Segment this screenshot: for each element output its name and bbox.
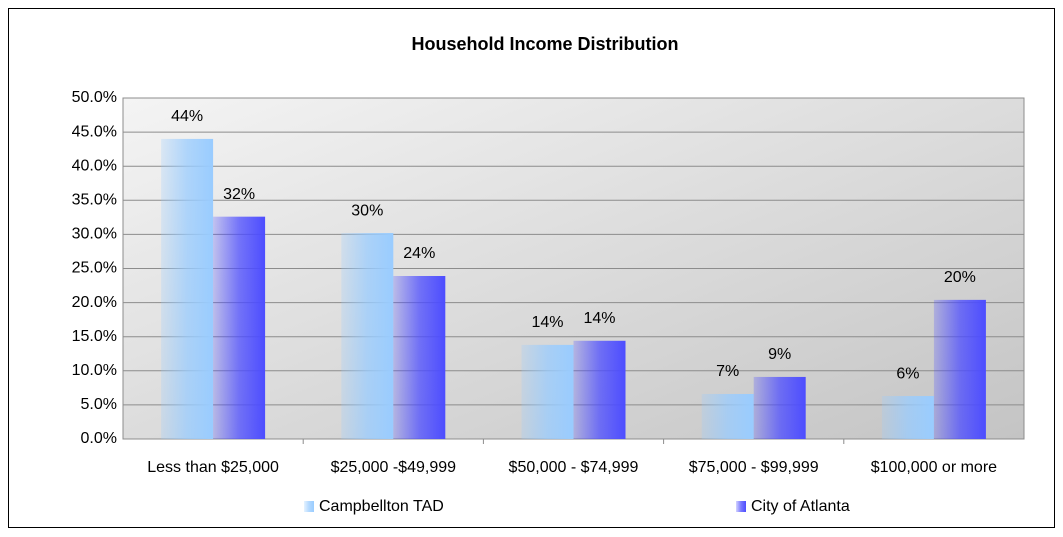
bar [161, 138, 214, 440]
legend-swatch [736, 501, 746, 512]
value-label: 9% [768, 346, 791, 363]
value-label: 44% [171, 108, 203, 125]
value-label: 14% [583, 310, 615, 327]
y-tick-label: 40.0% [72, 157, 117, 174]
y-tick-label: 0.0% [81, 430, 117, 447]
legend-label: Campbellton TAD [319, 498, 444, 515]
bar [933, 299, 986, 439]
bar [393, 276, 446, 439]
y-tick-label: 15.0% [72, 328, 117, 345]
bar [521, 344, 574, 439]
x-tick-label: Less than $25,000 [147, 459, 279, 476]
value-label: 24% [403, 245, 435, 262]
y-tick-label: 5.0% [81, 396, 117, 413]
y-tick-label: 25.0% [72, 260, 117, 277]
value-label: 7% [716, 363, 739, 380]
value-label: 6% [896, 365, 919, 382]
y-tick-label: 50.0% [72, 89, 117, 106]
x-tick-label: $25,000 -$49,999 [331, 459, 457, 476]
bar [573, 340, 626, 439]
x-tick-label: $75,000 - $99,999 [689, 459, 819, 476]
x-tick-label: $50,000 - $74,999 [509, 459, 639, 476]
bar [753, 376, 806, 439]
legend-swatch [304, 501, 314, 512]
bar [213, 216, 266, 439]
legend-label: City of Atlanta [751, 498, 850, 515]
value-label: 14% [531, 314, 563, 331]
bar [701, 393, 754, 439]
value-label: 20% [944, 269, 976, 286]
y-tick-label: 20.0% [72, 294, 117, 311]
y-tick-label: 10.0% [72, 362, 117, 379]
y-tick-label: 35.0% [72, 192, 117, 209]
chart-title: Household Income Distribution [411, 34, 678, 54]
bar [881, 396, 934, 439]
bar [341, 233, 394, 439]
value-label: 30% [351, 202, 383, 219]
x-tick-label: $100,000 or more [871, 459, 997, 476]
y-tick-label: 45.0% [72, 123, 117, 140]
y-tick-label: 30.0% [72, 226, 117, 243]
value-label: 32% [223, 186, 255, 203]
